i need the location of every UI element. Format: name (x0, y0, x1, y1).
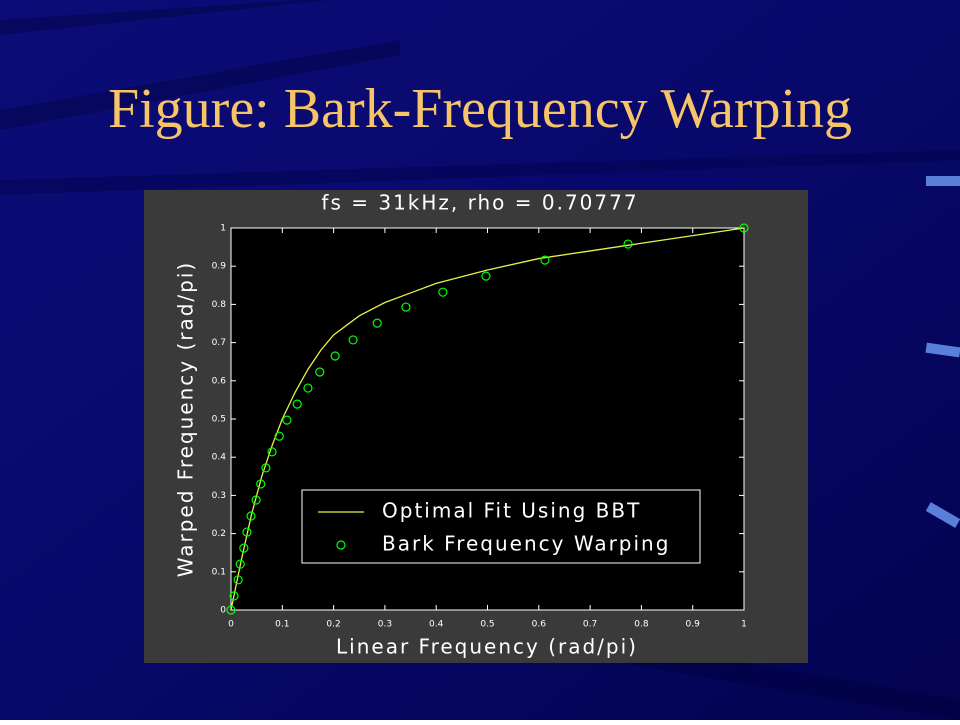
y-tick-label: 0.1 (212, 567, 226, 577)
y-tick-label: 0.2 (212, 529, 226, 539)
point (315, 367, 325, 377)
accent (925, 342, 960, 358)
point (438, 287, 448, 297)
y-tick-label: 1 (220, 224, 226, 234)
point (739, 223, 749, 233)
point (330, 351, 340, 361)
x-tick-label: 0.2 (326, 620, 340, 630)
y-tick-label: 0.7 (212, 338, 226, 348)
x-tick-label: 0.4 (429, 620, 444, 630)
legend-swatch (336, 540, 346, 550)
slide-title: Figure: Bark-Frequency Warping (108, 78, 852, 140)
x-tick-label: 0.7 (583, 620, 597, 630)
x-tick-label: 1 (741, 620, 747, 630)
legend-label: Bark Frequency Warping (382, 532, 670, 556)
point (256, 479, 266, 489)
y-axis-label: Warped Frequency (rad/pi) (174, 261, 198, 577)
x-tick-label: 0.1 (275, 620, 289, 630)
point (623, 239, 633, 249)
point (274, 431, 284, 441)
legend-box (301, 489, 701, 564)
legend-label: Optimal Fit Using BBT (382, 499, 641, 523)
point (251, 495, 261, 505)
point (261, 463, 271, 473)
point (303, 383, 313, 393)
x-tick-label: 0.3 (378, 620, 392, 630)
y-tick-label: 0.6 (212, 376, 227, 386)
x-tick-label: 0.8 (634, 620, 649, 630)
point (246, 511, 256, 521)
chart-title: fs = 31kHz, rho = 0.70777 (321, 191, 638, 215)
point (540, 255, 550, 265)
accent (926, 176, 960, 186)
y-tick-label: 0.3 (212, 491, 226, 501)
point (226, 605, 236, 615)
x-tick-label: 0 (228, 620, 234, 630)
x-tick-label: 0.5 (480, 620, 494, 630)
point (282, 415, 292, 425)
point (235, 559, 245, 569)
point (348, 335, 358, 345)
y-tick-label: 0.4 (212, 453, 227, 463)
y-tick-label: 0.5 (212, 415, 226, 425)
x-axis-label: Linear Frequency (rad/pi) (336, 635, 638, 659)
point (242, 527, 252, 537)
point (372, 318, 382, 328)
point (239, 543, 249, 553)
x-tick-label: 0.6 (532, 620, 547, 630)
y-tick-label: 0.8 (212, 300, 227, 310)
y-tick-label: 0.9 (212, 262, 227, 272)
accent (925, 502, 960, 528)
point (233, 575, 243, 585)
y-tick-label: 0 (220, 606, 226, 616)
x-tick-label: 0.9 (686, 620, 701, 630)
point (292, 399, 302, 409)
point (401, 302, 411, 312)
point (229, 591, 239, 601)
point (267, 447, 277, 457)
point (481, 271, 491, 281)
